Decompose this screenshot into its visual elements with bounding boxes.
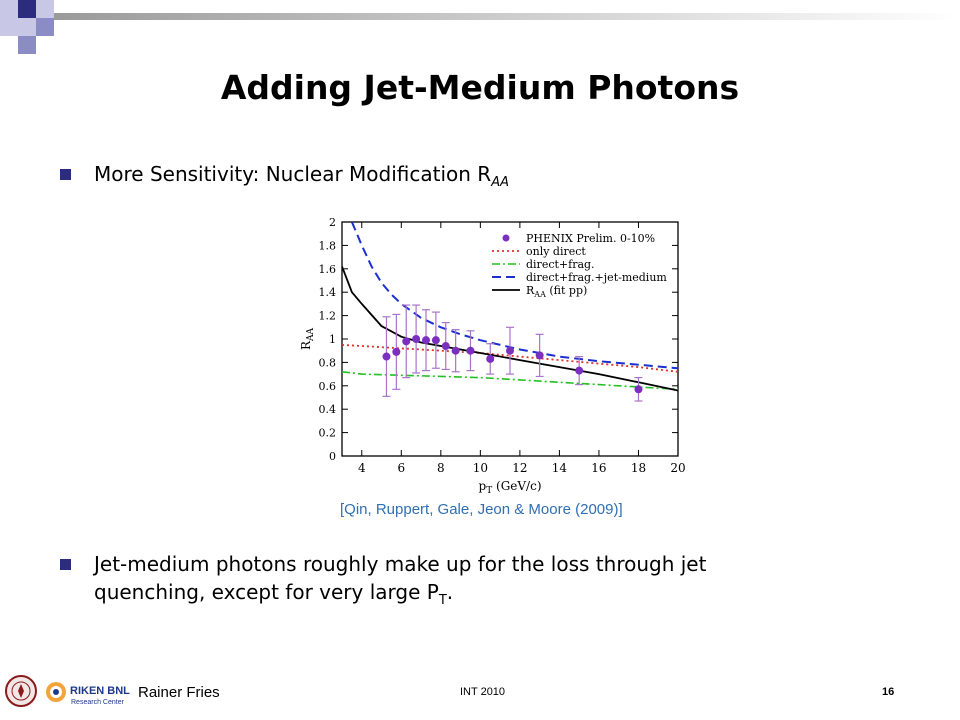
bullet-square-icon (60, 559, 71, 570)
bullet-jet-medium-line2: quenching, except for very large P (94, 580, 439, 604)
legend-label-0: only direct (526, 245, 586, 258)
decorative-squares (0, 0, 960, 54)
y-axis-label-sub: AA (306, 327, 316, 341)
slide-title: Adding Jet-Medium Photons (220, 68, 740, 107)
riken-bnl-logo: RIKEN BNL Research Center (46, 682, 130, 706)
x-tick-label: 16 (591, 461, 606, 475)
legend-label-main: direct+frag.+jet-medium (526, 271, 667, 284)
x-axis-label-main: p (479, 479, 487, 493)
x-tick-label: 20 (670, 461, 685, 475)
y-tick-label: 0.2 (319, 427, 337, 440)
footer-author: Rainer Fries (138, 684, 220, 701)
legend-marker-points (502, 234, 510, 242)
legend-label-3: RAA (fit pp) (526, 284, 587, 299)
legend-label-2: direct+frag.+jet-medium (526, 271, 667, 284)
series-line-3 (342, 266, 678, 392)
legend-label-points: PHENIX Prelim. 0-10% (526, 232, 655, 245)
bullet-jet-medium-line1: Jet-medium photons roughly make up for t… (94, 552, 707, 576)
data-point (431, 336, 440, 345)
bullet-jet-medium: Jet-medium photons roughly make up for t… (60, 550, 914, 615)
bullet-jet-medium-sub: T (438, 593, 447, 608)
data-point (392, 347, 401, 356)
data-point (451, 346, 460, 355)
series-line-2 (350, 222, 678, 370)
x-axis-label-sub: T (486, 486, 492, 496)
x-tick-label: 14 (552, 461, 568, 475)
data-point (422, 336, 430, 345)
y-tick-label: 1.6 (319, 263, 337, 276)
logo-text: RIKEN BNL (70, 685, 130, 697)
bullet-square-icon (60, 169, 71, 180)
legend-label-1: direct+frag. (526, 258, 595, 271)
data-point (634, 385, 643, 394)
x-axis-label-unit: (GeV/c) (492, 479, 541, 493)
data-point (402, 337, 411, 346)
bullet-sensitivity: More Sensitivity: Nuclear Modification R… (60, 160, 509, 197)
data-point (535, 351, 544, 360)
series-group (342, 222, 678, 402)
legend-label-main: R (526, 284, 535, 297)
y-tick-label: 1.8 (319, 239, 337, 252)
x-tick-label: 8 (437, 461, 445, 475)
legend-label-main: direct+frag. (526, 258, 595, 271)
university-seal-icon (5, 675, 37, 707)
bullet-sensitivity-text: More Sensitivity: Nuclear Modification R (94, 162, 492, 186)
x-tick-label: 10 (473, 461, 488, 475)
y-tick-label: 2 (329, 216, 336, 229)
data-point (466, 346, 475, 355)
bullet-jet-medium-period: . (446, 580, 454, 604)
y-tick-label: 0.6 (319, 380, 337, 393)
data-point (506, 346, 514, 355)
bullet-sensitivity-sub: AA (491, 175, 509, 190)
x-tick-label: 6 (397, 461, 405, 475)
data-point (382, 352, 391, 361)
y-tick-label: 1.2 (319, 310, 337, 323)
page-number: 16 (882, 686, 895, 698)
data-point (486, 354, 495, 363)
x-tick-label: 4 (358, 461, 366, 475)
legend-label-suffix: (fit pp) (546, 284, 587, 297)
citation: [Qin, Ruppert, Gale, Jeon & Moore (2009)… (340, 501, 623, 518)
y-tick-label: 0.4 (319, 403, 337, 416)
x-axis-label: pT (GeV/c) (479, 479, 542, 496)
y-tick-label: 0.8 (319, 356, 337, 369)
y-tick-label: 1 (329, 333, 336, 346)
legend-label-main: only direct (526, 245, 586, 258)
raa-chart: 0 0.2 0.4 0.6 0.8 1 1.2 1.4 1.6 1.8 2 4 6 8 10 12 14 16 18… (299, 216, 686, 496)
series-line-1 (342, 371, 678, 391)
x-tick-label: 12 (512, 461, 527, 475)
data-point (575, 366, 584, 375)
y-tick-label: 0 (329, 450, 336, 463)
logo-subtext: Research Center (71, 699, 125, 706)
footer-event: INT 2010 (460, 686, 506, 698)
y-axis-label-main: R (299, 340, 313, 350)
x-tick-label: 18 (631, 461, 646, 475)
data-point (441, 342, 450, 351)
y-axis-label: RAA (299, 327, 316, 350)
data-point (412, 335, 421, 343)
y-tick-label: 1.4 (319, 286, 337, 299)
legend-label-sub: AA (533, 290, 546, 299)
